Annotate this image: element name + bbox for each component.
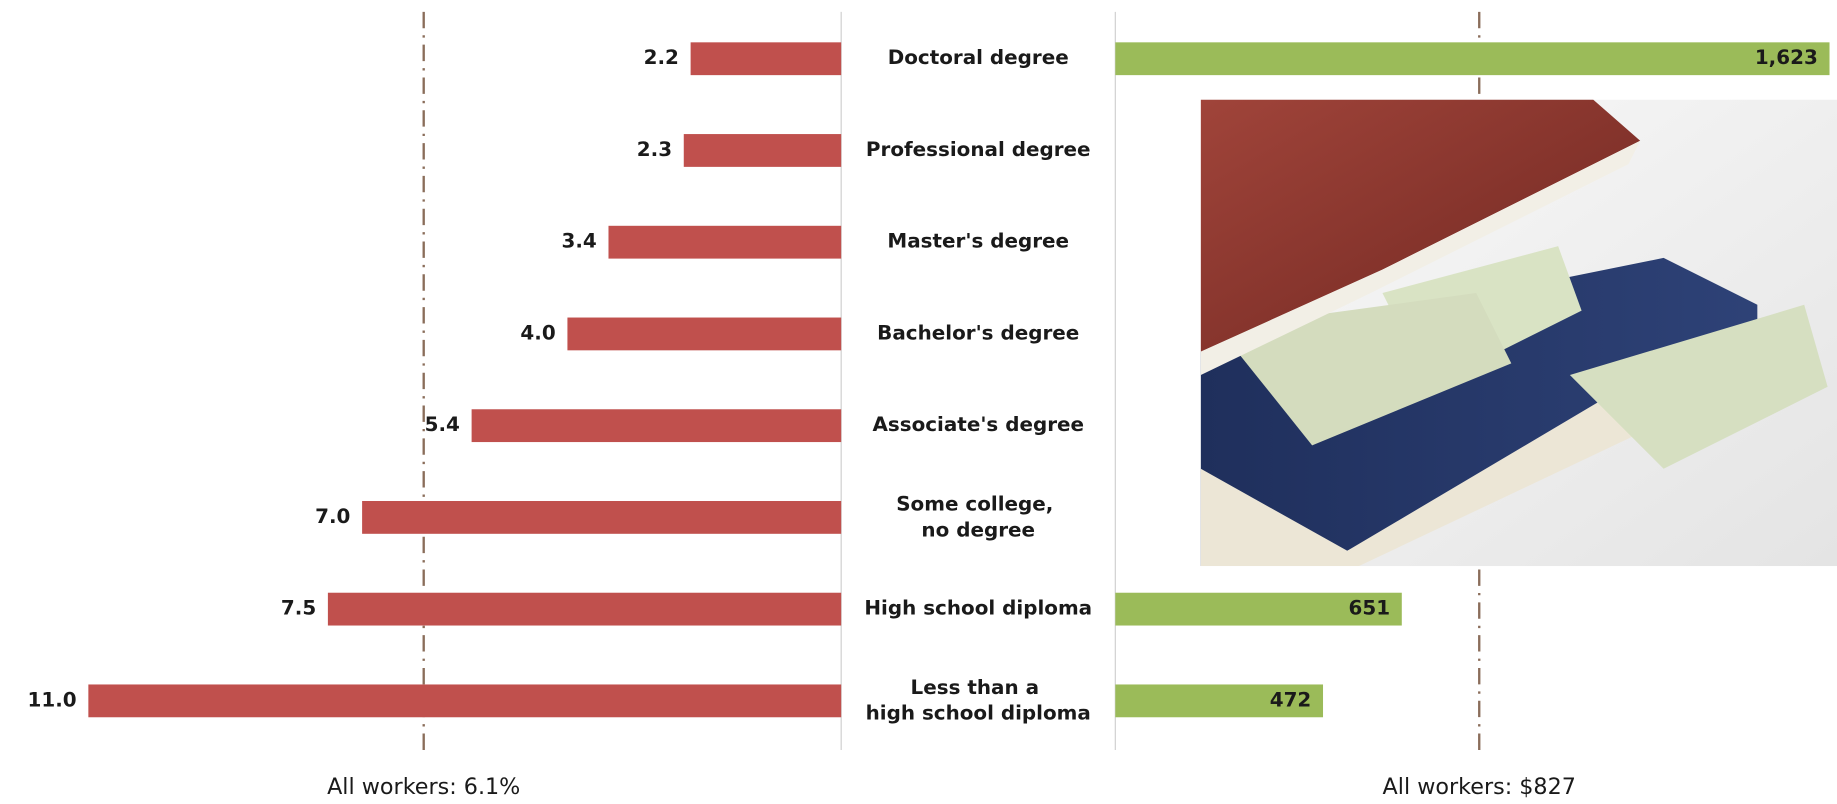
category-label: Professional degree <box>866 138 1091 161</box>
photo <box>1201 100 1837 566</box>
bar <box>328 593 841 626</box>
bar <box>608 226 841 259</box>
category-label: Bachelor's degree <box>877 321 1079 344</box>
category-label: Doctoral degree <box>888 46 1069 69</box>
value-label: 2.2 <box>644 46 679 69</box>
bar <box>567 318 841 351</box>
value-label: 2.3 <box>637 138 672 161</box>
value-label: 11.0 <box>28 688 77 711</box>
value-label: 5.4 <box>425 413 460 436</box>
value-label: 7.0 <box>315 505 350 528</box>
reference-label: All workers: $827 <box>1383 774 1576 800</box>
bar <box>362 501 841 534</box>
bar <box>472 409 842 442</box>
chart: Doctoral degree Professional degree Master… <box>0 0 1837 804</box>
value-label: 472 <box>1270 688 1312 711</box>
bar <box>88 684 841 717</box>
bar <box>1115 42 1829 75</box>
category-label: Less than a high school diploma <box>866 675 1091 724</box>
page: {"chart_data": [ {"type": "bar", "orient… <box>0 0 1837 804</box>
category-label: High school diploma <box>864 597 1092 620</box>
value-label: 4.0 <box>520 321 555 344</box>
bar <box>691 42 842 75</box>
category-label: Some college, no degree <box>896 492 1060 541</box>
bar <box>684 134 841 167</box>
value-label: 651 <box>1349 597 1391 620</box>
category-label: Associate's degree <box>872 413 1084 436</box>
reference-label: All workers: 6.1% <box>327 774 520 800</box>
category-label: Master's degree <box>887 230 1069 253</box>
value-label: 1,623 <box>1755 46 1818 69</box>
value-label: 7.5 <box>281 597 316 620</box>
value-label: 3.4 <box>562 230 597 253</box>
